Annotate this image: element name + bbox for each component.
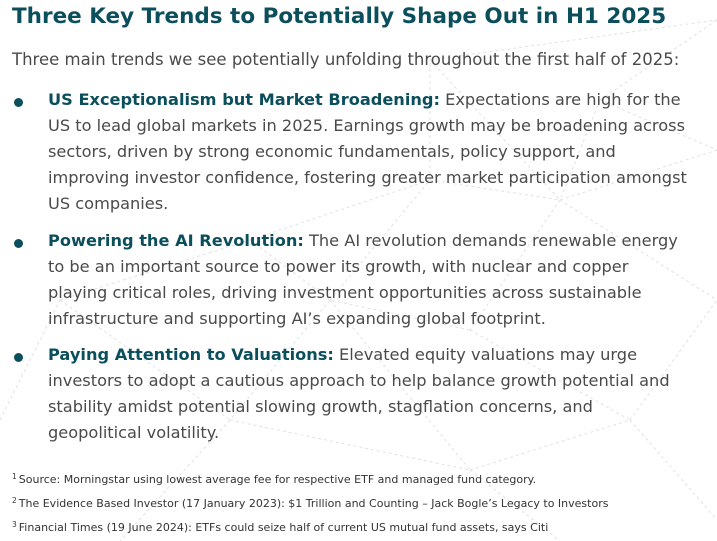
footnote-text: The Evidence Based Investor (17 January … [18, 497, 609, 510]
trend-heading: Paying Attention to Valuations: [48, 345, 334, 364]
footnote-number: 2 [12, 496, 17, 505]
trend-heading: US Exceptionalism but Market Broadening: [48, 90, 440, 109]
page-title: Three Key Trends to Potentially Shape Ou… [12, 4, 667, 29]
footnote-number: 1 [12, 472, 17, 481]
trend-description: The AI revolution demands renewable ener… [48, 231, 678, 328]
trend-description: Expectations are high for the US to lead… [48, 90, 687, 213]
intro-text: Three main trends we see potentially unf… [12, 50, 680, 69]
footnote-text: Financial Times (19 June 2024): ETFs cou… [18, 521, 549, 534]
footnote-text: Source: Morningstar using lowest average… [18, 473, 537, 486]
footnotes: 1 Source: Morningstar using lowest averag… [12, 466, 608, 538]
bullet-icon [14, 98, 23, 107]
trend-text: US Exceptionalism but Market Broadening:… [48, 87, 688, 217]
footnote-2: 2 The Evidence Based Investor (17 January… [12, 490, 608, 514]
bullet-icon [14, 239, 23, 248]
trend-heading: Powering the AI Revolution: [48, 231, 304, 250]
trend-text: Powering the AI Revolution: The AI revol… [48, 228, 688, 332]
trend-description: Elevated equity valuations may urge inve… [48, 345, 670, 442]
trend-text: Paying Attention to Valuations: Elevated… [48, 342, 688, 446]
footnote-number: 3 [12, 520, 17, 529]
bullet-icon [14, 353, 23, 362]
footnote-3: 3 Financial Times (19 June 2024): ETFs co… [12, 514, 608, 538]
footnote-1: 1 Source: Morningstar using lowest averag… [12, 466, 608, 490]
